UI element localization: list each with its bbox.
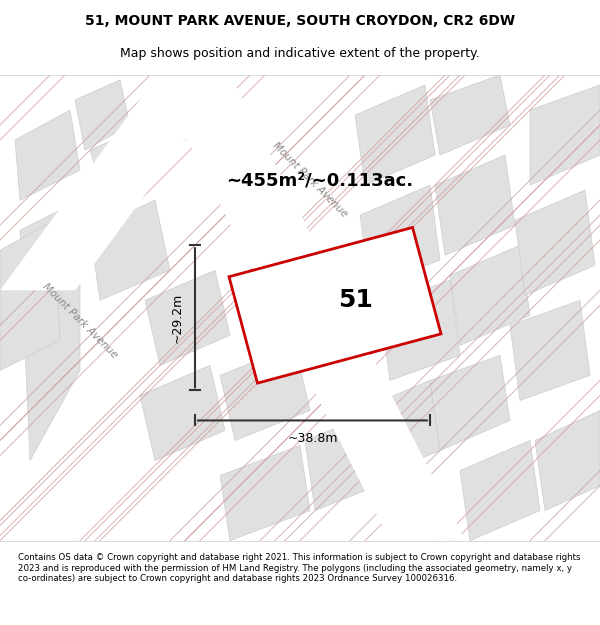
Polygon shape [435,155,515,255]
Polygon shape [305,411,390,511]
Polygon shape [90,130,150,200]
Text: Mount Park Avenue: Mount Park Avenue [271,141,349,219]
Polygon shape [75,80,130,150]
Text: ~455m²/~0.113ac.: ~455m²/~0.113ac. [226,171,413,189]
Polygon shape [220,346,310,441]
Polygon shape [535,411,600,511]
Polygon shape [20,200,80,461]
Polygon shape [430,356,510,451]
Polygon shape [370,381,440,476]
Polygon shape [229,228,441,383]
Polygon shape [140,366,225,461]
Polygon shape [530,85,600,185]
Text: ~38.8m: ~38.8m [287,432,338,445]
Text: Map shows position and indicative extent of the property.: Map shows position and indicative extent… [120,48,480,61]
Polygon shape [220,446,310,541]
Polygon shape [355,85,435,185]
Polygon shape [145,270,230,366]
Text: 51, MOUNT PARK AVENUE, SOUTH CROYDON, CR2 6DW: 51, MOUNT PARK AVENUE, SOUTH CROYDON, CR… [85,14,515,28]
Text: ~29.2m: ~29.2m [170,292,184,343]
Text: Contains OS data © Crown copyright and database right 2021. This information is : Contains OS data © Crown copyright and d… [18,553,581,583]
Polygon shape [450,245,530,346]
Polygon shape [15,110,80,200]
Polygon shape [0,220,60,371]
Polygon shape [380,280,460,381]
Polygon shape [460,441,540,541]
Polygon shape [515,190,595,295]
Polygon shape [430,75,510,155]
Text: 51: 51 [338,288,373,312]
Polygon shape [0,0,380,290]
Polygon shape [90,200,170,300]
Polygon shape [510,300,590,401]
Text: Mount Park Avenue: Mount Park Avenue [41,281,119,360]
Polygon shape [360,185,440,285]
Polygon shape [155,75,465,541]
